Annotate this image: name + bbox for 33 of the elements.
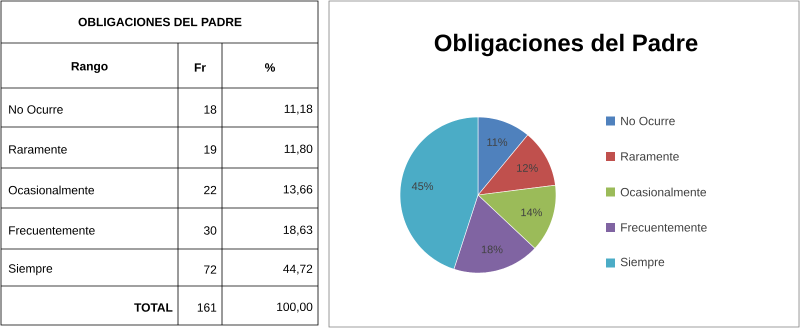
legend-label: Frecuentemente xyxy=(621,223,707,232)
text: Siempre xyxy=(8,264,52,276)
data-label: 14% xyxy=(521,208,542,216)
text: 11,80 xyxy=(284,144,312,154)
legend-label: No Ocurre xyxy=(621,116,675,126)
data-label: 12% xyxy=(517,164,538,172)
text: No Ocurre xyxy=(9,105,63,114)
chart-title: Obligaciones del Padre xyxy=(434,34,698,56)
legend-label: Ocasionalmente xyxy=(620,188,706,196)
data-label: 45% xyxy=(412,182,434,190)
text: 72 xyxy=(204,265,216,274)
legend-label: Raramente xyxy=(621,152,679,161)
text: 30 xyxy=(204,226,216,235)
text: 22 xyxy=(204,186,216,194)
text: 19 xyxy=(204,145,216,154)
text: TOTAL xyxy=(134,303,172,312)
text: Fr xyxy=(194,63,206,72)
data-label: 11% xyxy=(487,138,508,146)
text: 11,18 xyxy=(284,104,312,114)
text: 13,66 xyxy=(284,185,312,195)
text: 44,72 xyxy=(283,264,312,274)
text: 161 xyxy=(198,303,216,312)
text: OBLIGACIONES DEL PADRE xyxy=(78,18,242,26)
text: 100,00 xyxy=(277,302,312,312)
text: Ocasionalmente xyxy=(8,186,94,194)
legend-label: Siempre xyxy=(620,257,664,269)
text: 18,63 xyxy=(284,226,312,236)
text: Rango xyxy=(72,62,108,73)
text: % xyxy=(264,63,276,72)
text: Frecuentemente xyxy=(9,226,95,235)
text: Raramente xyxy=(9,145,67,154)
data-label: 18% xyxy=(482,246,503,254)
text: 18 xyxy=(204,105,216,114)
